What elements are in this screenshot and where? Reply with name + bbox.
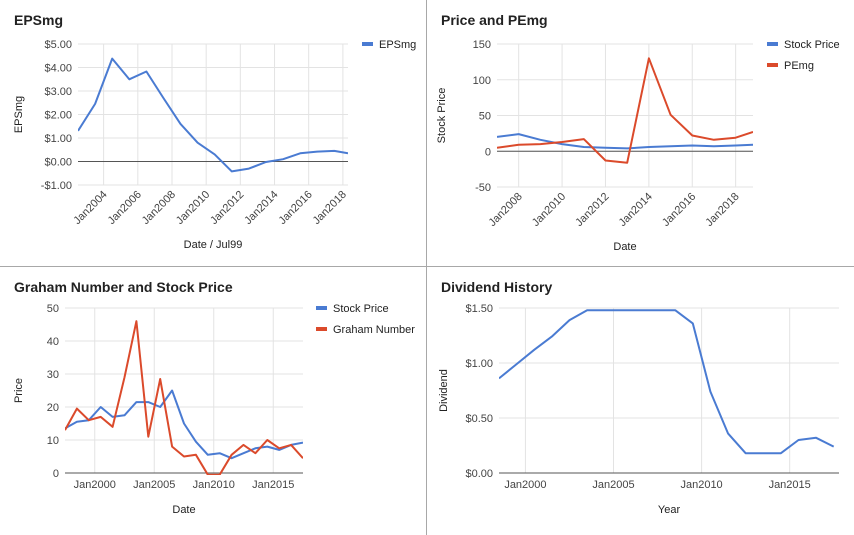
x-tick-label: Jan2016 — [276, 189, 314, 227]
x-axis-label: Date / Jul99 — [184, 239, 243, 251]
x-axis-label: Date — [172, 504, 195, 516]
y-tick-label: $3.00 — [44, 86, 72, 98]
series-line-pemg — [497, 57, 753, 164]
y-tick-label: -$1.00 — [41, 180, 72, 192]
y-axis-label: EPSmg — [13, 96, 25, 133]
x-tick-label: Jan2008 — [486, 191, 524, 229]
x-tick-label: Jan2005 — [133, 479, 175, 491]
horizontal-divider — [0, 266, 854, 267]
chart-svg-graham: Graham Number and Stock Price 50 40 30 20 10 0… — [13, 279, 415, 516]
x-tick-label: Jan2000 — [504, 479, 546, 491]
x-tick-label: Jan2010 — [680, 479, 722, 491]
legend-label: PEmg — [784, 60, 814, 72]
chart-panel-graham: Graham Number and Stock Price 50 40 30 20 10 0… — [0, 267, 426, 535]
x-axis-label: Date — [613, 241, 636, 253]
legend-label: Graham Number — [333, 324, 415, 336]
x-tick-label: Jan2005 — [592, 479, 634, 491]
x-tick-label: Jan2004 — [71, 189, 109, 227]
chart-title-price: Price and PEmg — [441, 12, 548, 28]
x-tick-label: Jan2006 — [106, 189, 144, 227]
x-tick-label: Jan2000 — [74, 479, 116, 491]
y-tick-label: 50 — [479, 111, 491, 123]
y-tick-label: $1.00 — [44, 133, 72, 145]
y-tick-label: 100 — [473, 75, 491, 87]
series-line-epsmg — [78, 57, 348, 173]
series-line-graham-number — [65, 320, 303, 475]
y-tick-label: 20 — [47, 402, 59, 414]
vertical-divider — [426, 0, 427, 535]
y-tick-label: $1.50 — [465, 303, 493, 315]
chart-panel-epsmg: EPSmg $5.00 $4.00 $3.00 $2.00 $1.00 $0.00 -$1.0… — [0, 0, 426, 266]
x-tick-label: Jan2014 — [242, 189, 280, 227]
chart-title-graham: Graham Number and Stock Price — [14, 279, 233, 295]
y-tick-label: -50 — [475, 182, 491, 194]
x-tick-label: Jan2008 — [140, 189, 178, 227]
chart-title-dividend: Dividend History — [441, 279, 552, 295]
x-tick-label: Jan2012 — [573, 191, 611, 229]
x-tick-label: Jan2010 — [174, 189, 212, 227]
y-tick-label: 50 — [47, 303, 59, 315]
legend-label: Stock Price — [784, 39, 840, 51]
y-tick-label: $5.00 — [44, 39, 72, 51]
legend-swatch — [767, 42, 778, 46]
chart-panel-price-pemg: Price and PEmg 150 100 50 0 -50 Jan2008 Jan2010… — [427, 0, 854, 266]
legend-swatch — [362, 42, 373, 46]
x-tick-label: Jan2014 — [617, 191, 655, 229]
y-axis-label: Dividend — [438, 369, 450, 412]
chart-svg-epsmg: EPSmg $5.00 $4.00 $3.00 $2.00 $1.00 $0.00 -$1.0… — [13, 12, 416, 251]
series-line-stock-price — [65, 389, 303, 460]
x-tick-label: Jan2015 — [769, 479, 811, 491]
chart-title-epsmg: EPSmg — [14, 12, 63, 28]
x-tick-label: Jan2015 — [252, 479, 294, 491]
y-tick-label: $0.00 — [44, 157, 72, 169]
y-tick-label: $4.00 — [44, 63, 72, 75]
x-tick-label: Jan2018 — [311, 189, 349, 227]
y-tick-label: 150 — [473, 39, 491, 51]
chart-svg-dividend: Dividend History $1.50 $1.00 $0.50 $0.00 Jan2… — [438, 279, 839, 516]
y-tick-label: 0 — [485, 146, 491, 158]
x-tick-label: Jan2018 — [703, 191, 741, 229]
series-line-stock-price — [497, 133, 753, 150]
y-axis-label: Price — [13, 378, 25, 403]
series-line-dividend — [499, 309, 835, 455]
legend-swatch — [316, 327, 327, 331]
x-tick-label: Jan2012 — [208, 189, 246, 227]
chart-panel-dividend: Dividend History $1.50 $1.00 $0.50 $0.00 Jan2… — [427, 267, 854, 535]
y-tick-label: 40 — [47, 336, 59, 348]
legend-label: Stock Price — [333, 303, 389, 315]
x-tick-label: Jan2010 — [193, 479, 235, 491]
x-axis-label: Year — [658, 504, 681, 516]
y-tick-label: $2.00 — [44, 110, 72, 122]
y-tick-label: 0 — [53, 468, 59, 480]
y-tick-label: $0.00 — [465, 468, 493, 480]
legend-label: EPSmg — [379, 39, 416, 51]
legend-swatch — [316, 306, 327, 310]
y-tick-label: $0.50 — [465, 413, 493, 425]
legend-swatch — [767, 63, 778, 67]
x-tick-label: Jan2010 — [530, 191, 568, 229]
y-tick-label: 10 — [47, 435, 59, 447]
y-tick-label: 30 — [47, 369, 59, 381]
y-tick-label: $1.00 — [465, 358, 493, 370]
x-tick-label: Jan2016 — [660, 191, 698, 229]
y-axis-label: Stock Price — [436, 88, 448, 144]
